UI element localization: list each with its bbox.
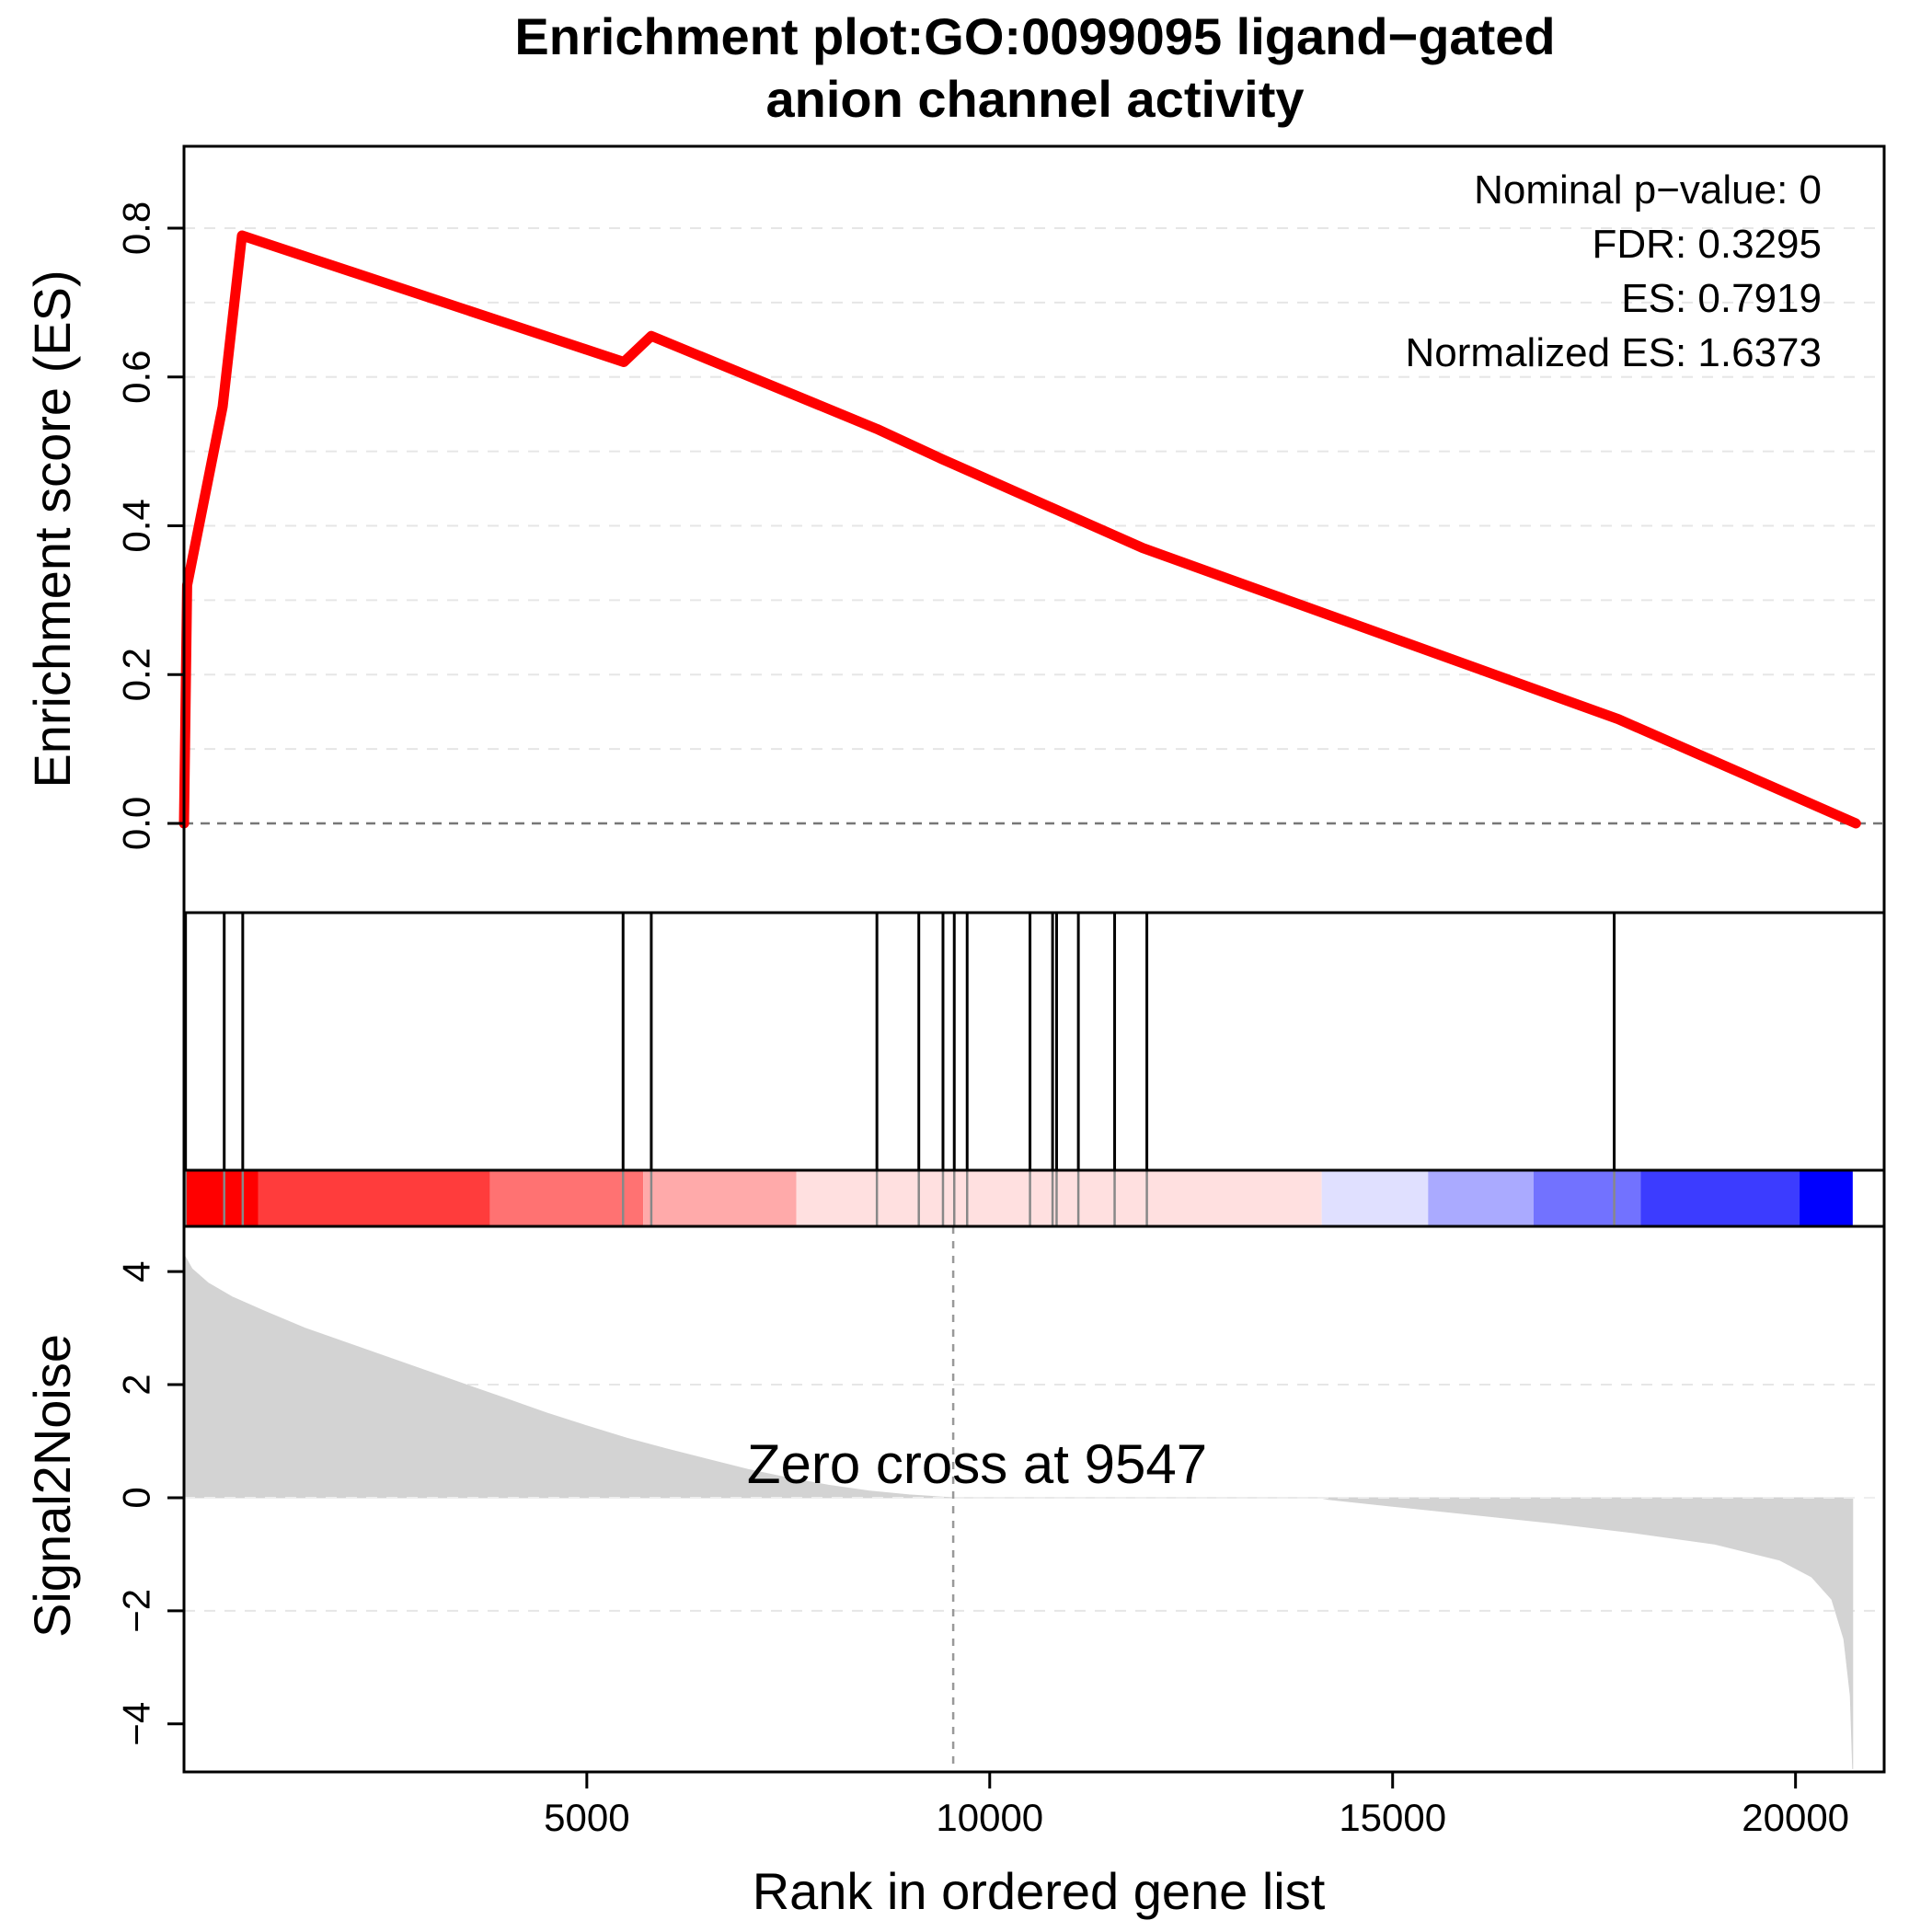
es-curve	[178, 230, 1861, 829]
es-y-tick-label: 0.4	[115, 499, 158, 552]
color-bar-segment	[1321, 1170, 1429, 1226]
color-bar-segment	[1800, 1170, 1853, 1226]
hits-panel	[182, 911, 1886, 1172]
metric-y-tick-label: 4	[115, 1260, 158, 1282]
color-bar-segment	[258, 1170, 490, 1226]
color-bar-segment	[796, 1170, 1322, 1226]
metric-y-tick-label: 2	[115, 1374, 158, 1395]
metric-y-tick-label: −2	[115, 1589, 158, 1633]
color-bar	[182, 1168, 1886, 1228]
x-tick-label: 5000	[544, 1796, 629, 1839]
es-y-tick-label: 0.8	[115, 201, 158, 255]
stat-pvalue: Nominal p−value: 0	[1474, 167, 1822, 213]
es-y-axis-label: Enrichment score (ES)	[23, 270, 81, 788]
color-bar-segment	[1640, 1170, 1800, 1226]
x-tick-label: 20000	[1742, 1796, 1849, 1839]
metric-y-axis-label: Signal2Noise	[23, 1334, 81, 1638]
metric-area	[183, 1252, 1854, 1769]
metric-y-tick-label: −4	[115, 1702, 158, 1746]
zero-cross-label: Zero cross at 9547	[747, 1433, 1207, 1495]
es-y-tick-label: 0.2	[115, 648, 158, 701]
color-bar-segment	[1428, 1170, 1534, 1226]
stat-nes: Normalized ES: 1.6373	[1406, 330, 1822, 375]
chart-title: Enrichment plot:GO:0099095 ligand−gated …	[120, 6, 1932, 131]
color-bar-segment	[1533, 1170, 1641, 1226]
metric-panel-frame	[182, 1225, 1886, 1774]
stat-es: ES: 0.7919	[1621, 276, 1822, 321]
x-tick-label: 15000	[1339, 1796, 1446, 1839]
color-bar-segment	[489, 1170, 644, 1226]
es-y-tick-label: 0.0	[115, 797, 158, 850]
chart-title-line-1: Enrichment plot:GO:0099095 ligand−gated	[514, 7, 1556, 65]
color-bar-segment	[183, 1170, 259, 1226]
metric-y-tick-label: 0	[115, 1487, 158, 1508]
x-axis-label: Rank in ordered gene list	[753, 1862, 1326, 1920]
color-bar-segment	[643, 1170, 797, 1226]
x-tick-label: 10000	[936, 1796, 1043, 1839]
x-axis: 5000 10000 15000 20000	[544, 1772, 1849, 1839]
es-y-tick-label: 0.6	[115, 351, 158, 404]
es-panel: 0.0 0.2 0.4 0.6 0.8	[115, 144, 1886, 914]
chart-title-line-2: anion channel activity	[765, 70, 1305, 128]
metric-panel: −4 −2 0 2 4	[115, 1225, 1886, 1774]
hits-panel-frame	[182, 911, 1886, 1172]
stat-fdr: FDR: 0.3295	[1593, 222, 1822, 267]
